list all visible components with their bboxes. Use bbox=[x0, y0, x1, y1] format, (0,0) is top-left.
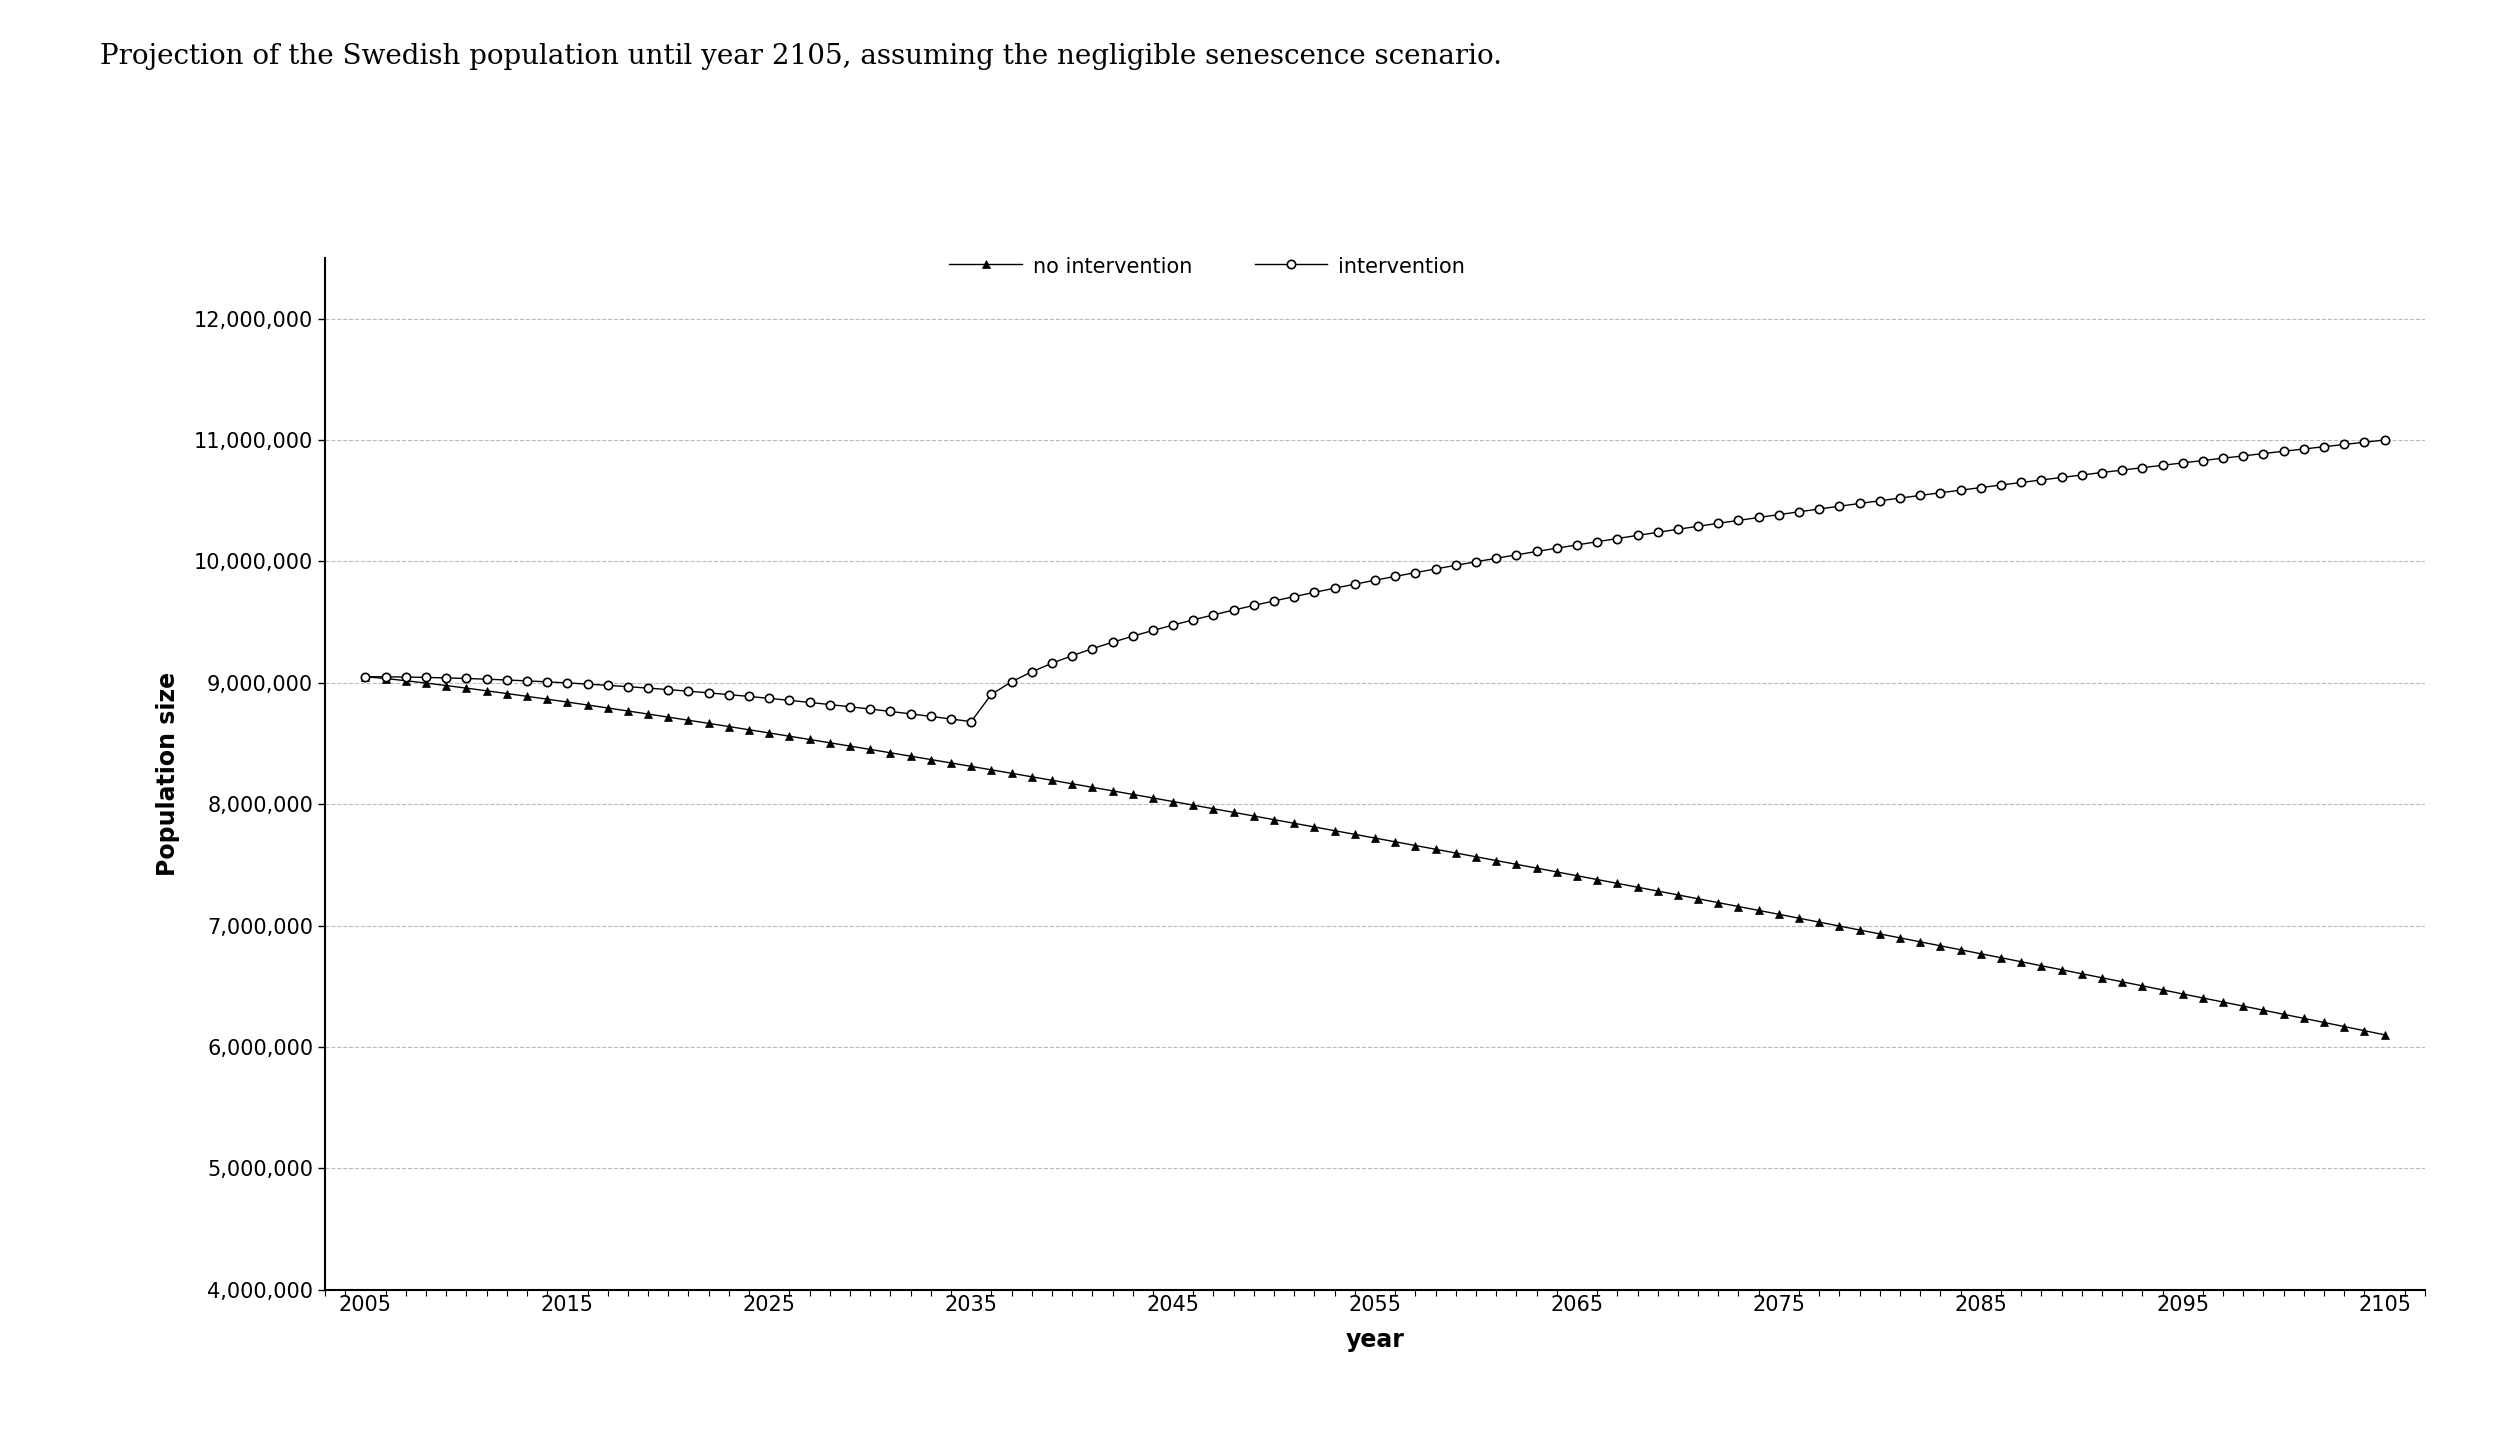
no intervention bbox=[1865, 926, 1895, 943]
intervention bbox=[855, 701, 885, 718]
no intervention bbox=[2370, 1026, 2400, 1043]
intervention bbox=[955, 714, 985, 731]
Y-axis label: Population size: Population size bbox=[155, 672, 180, 876]
intervention bbox=[1582, 533, 1612, 550]
no intervention bbox=[350, 668, 380, 685]
intervention bbox=[1885, 490, 1915, 507]
intervention bbox=[1300, 583, 1330, 600]
X-axis label: year: year bbox=[1345, 1328, 1405, 1353]
no intervention bbox=[492, 685, 522, 702]
intervention bbox=[2370, 431, 2400, 449]
Line: intervention: intervention bbox=[360, 436, 2390, 725]
Text: Projection of the Swedish population until year 2105, assuming the negligible se: Projection of the Swedish population unt… bbox=[100, 43, 1502, 70]
no intervention bbox=[1562, 867, 1592, 884]
Line: no intervention: no intervention bbox=[362, 674, 2388, 1039]
intervention bbox=[350, 668, 380, 685]
no intervention bbox=[855, 741, 885, 758]
intervention bbox=[1785, 503, 1815, 520]
no intervention bbox=[1765, 906, 1795, 923]
no intervention bbox=[1280, 815, 1310, 833]
intervention bbox=[492, 672, 522, 689]
Legend: no intervention, intervention: no intervention, intervention bbox=[940, 248, 1472, 285]
